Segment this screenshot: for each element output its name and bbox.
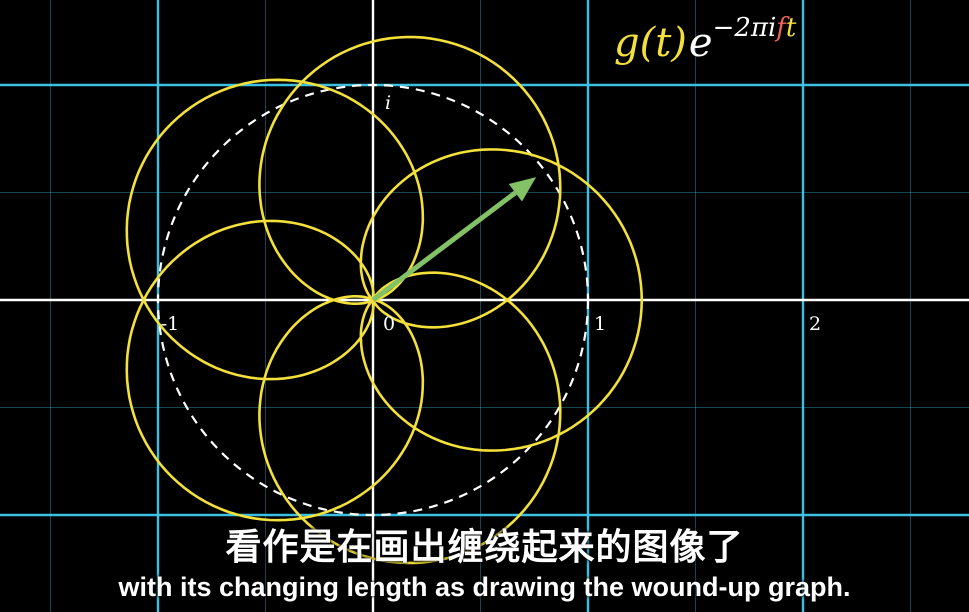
- unit-circle: [156, 83, 590, 517]
- vector-arrowhead: [508, 177, 537, 202]
- formula-exponent-t: t: [786, 13, 797, 43]
- tick-label-real: -1: [161, 313, 180, 335]
- formula-exponent-prefix: −2πi: [713, 13, 777, 43]
- formula: g(t)e−2πift: [614, 13, 797, 66]
- tick-label-real: 1: [594, 313, 606, 335]
- svg-text:g(t)e−2πift: g(t)e−2πift: [614, 13, 797, 66]
- axis-tick-labels: -1 0 1 2 i: [161, 92, 821, 335]
- subtitle-chinese: 看作是在画出缠绕起来的图像了: [225, 527, 744, 568]
- tick-label-real: 0: [383, 313, 395, 335]
- subtitle-english: with its changing length as drawing the …: [118, 572, 851, 602]
- tick-label-imaginary-i: i: [385, 92, 391, 114]
- formula-g-of-t: g(t): [614, 20, 687, 66]
- vector-shaft: [371, 190, 517, 302]
- formula-e: e: [689, 20, 713, 66]
- rotating-vector-arrow: [371, 177, 537, 302]
- tick-label-real: 2: [809, 313, 821, 335]
